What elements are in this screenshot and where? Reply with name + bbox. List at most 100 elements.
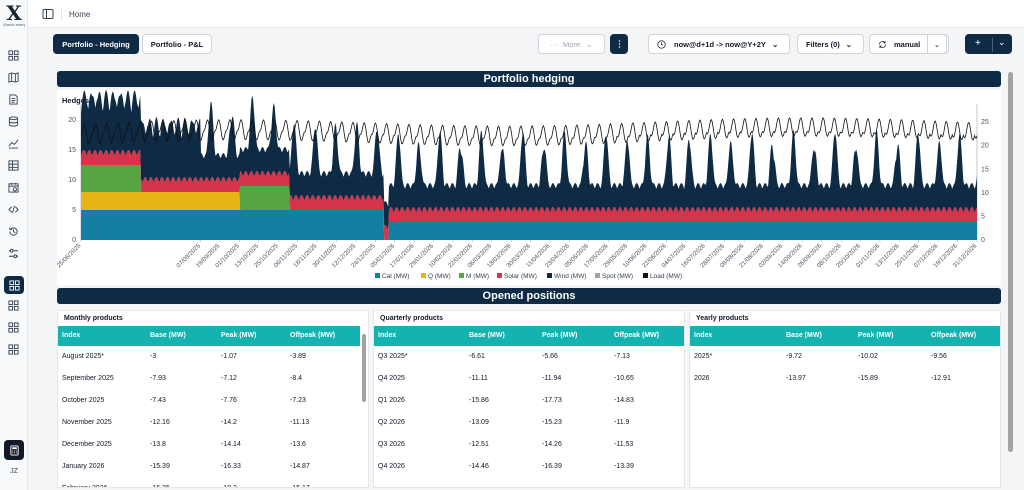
chevron-down-icon: ⌄ <box>586 39 593 49</box>
breadcrumb-home[interactable]: Home <box>69 10 91 19</box>
dashboard-grid-icon[interactable] <box>6 48 20 62</box>
cell-peak: -16.39 <box>542 463 562 470</box>
chevron-down-icon[interactable]: ⌄ <box>998 37 1006 47</box>
table-row[interactable]: Q4 2026 -14.46 -16.39 -13.39 <box>374 456 674 478</box>
filters-label: Filters (0) <box>806 39 840 49</box>
dots-icon: ··· <box>550 39 559 49</box>
y-right-tick-label: 15 <box>981 166 989 173</box>
date-range-button[interactable]: now@d+1d -> now@Y+2Y ⌄ <box>648 34 790 54</box>
legend-label: Wind (MW) <box>554 273 587 280</box>
table-row[interactable]: August 2025* -3 -1.07 -3.89 <box>58 346 358 368</box>
code-icon[interactable] <box>6 202 20 216</box>
table-row[interactable]: December 2025 -13.8 -14.14 -13.6 <box>58 434 358 456</box>
add-button-divider <box>992 38 993 52</box>
col-peak[interactable]: Peak (MW) <box>542 332 578 339</box>
sidebar-toggle-icon[interactable] <box>42 8 54 20</box>
tab-portfolio-pnl[interactable]: Portfolio - P&L <box>142 34 212 54</box>
col-peak[interactable]: Peak (MW) <box>858 332 894 339</box>
cell-base: -6.61 <box>469 353 485 360</box>
cell-index: 2025* <box>694 353 713 360</box>
kebab-menu-button[interactable] <box>610 34 628 54</box>
cell-base: -13.09 <box>469 419 489 426</box>
document-icon[interactable] <box>6 92 20 106</box>
cell-offpeak: -7.23 <box>290 397 306 404</box>
col-index[interactable]: Index <box>62 332 81 339</box>
table-row[interactable]: November 2025 -12.16 -14.2 -11.13 <box>58 412 358 434</box>
y-left-tick-label: 20 <box>68 117 76 124</box>
cell-offpeak: -3.89 <box>290 353 306 360</box>
workspace-grid-icon-2[interactable] <box>6 298 20 312</box>
line-chart-icon[interactable] <box>6 136 20 150</box>
cell-base: -13.8 <box>150 441 166 448</box>
table-row[interactable]: October 2025 -7.43 -7.76 -7.23 <box>58 390 358 412</box>
plus-label: + <box>975 38 981 49</box>
legend-swatch <box>643 273 648 278</box>
cal-area <box>81 210 977 240</box>
cell-base: -7.43 <box>150 397 166 404</box>
y-right-tick-label: 10 <box>981 190 989 197</box>
col-base[interactable]: Base (MW) <box>469 332 505 339</box>
table-row[interactable]: Q2 2026 -13.09 -15.23 -11.9 <box>374 412 674 434</box>
col-offpeak[interactable]: Offpeak (MW) <box>614 332 660 339</box>
calendar-clock-icon[interactable] <box>6 180 20 194</box>
refresh-icon <box>879 40 886 48</box>
history-icon[interactable] <box>6 224 20 238</box>
cell-base: -7.93 <box>150 375 166 382</box>
chart-title: Hedges <box>62 96 90 105</box>
cell-base: -11.11 <box>469 375 488 382</box>
legend-label: Load (MW) <box>650 273 682 280</box>
table-row[interactable]: Q4 2025 -11.11 -11.94 -10.65 <box>374 368 674 390</box>
col-base[interactable]: Base (MW) <box>150 332 186 339</box>
more-button[interactable]: ··· More ⌄ <box>538 34 605 54</box>
monthly-table-header: Index Base (MW) Peak (MW) Offpeak (MW) <box>58 326 360 346</box>
table-row[interactable]: Q1 2026 -15.86 -17.73 -14.83 <box>374 390 674 412</box>
workspace-grid-icon-3[interactable] <box>6 320 20 334</box>
portfolio-workspace-icon[interactable] <box>4 276 24 294</box>
legend-swatch <box>421 273 426 278</box>
quarterly-table-header: Index Base (MW) Peak (MW) Offpeak (MW) <box>374 326 684 346</box>
settings-sliders-icon[interactable] <box>6 246 20 260</box>
refresh-mode-dropdown[interactable]: ⌄ <box>927 34 947 54</box>
cell-peak: -14.2 <box>221 419 237 426</box>
tab-portfolio-hedging[interactable]: Portfolio - Hedging <box>53 34 139 54</box>
add-button[interactable]: + ⌄ <box>965 34 1012 54</box>
table-row[interactable]: Q3 2026 -12.51 -14.26 -11.53 <box>374 434 674 456</box>
table-row[interactable]: Q3 2025* -6.61 -5.66 -7.13 <box>374 346 674 368</box>
filters-button[interactable]: Filters (0) ⌄ <box>797 34 864 54</box>
table-row[interactable]: September 2025 -7.93 -7.12 -8.4 <box>58 368 358 390</box>
cell-index: Q2 2026 <box>378 419 405 426</box>
col-index[interactable]: Index <box>378 332 397 339</box>
table-row[interactable]: February 2026 -16.35 -18.2 -15.17 <box>58 478 358 487</box>
y-right-tick-label: 25 <box>981 119 989 126</box>
table-icon[interactable] <box>6 158 20 172</box>
cell-index: November 2025 <box>62 419 112 426</box>
workspace-grid-icon-4[interactable] <box>6 342 20 356</box>
date-range-label: now@d+1d -> now@Y+2Y <box>674 39 766 49</box>
yearly-products-title: Yearly products <box>696 315 749 322</box>
monthly-scrollbar[interactable] <box>362 334 366 402</box>
cell-base: -9.72 <box>786 353 802 360</box>
cell-offpeak: -14.83 <box>614 397 634 404</box>
app-logo[interactable]: X Xforce energy <box>3 3 25 34</box>
table-row[interactable]: 2025* -9.72 -10.02 -9.56 <box>690 346 990 368</box>
map-icon[interactable] <box>6 70 20 84</box>
chevron-down-icon: ⌄ <box>845 39 853 49</box>
cell-index: Q4 2026 <box>378 463 405 470</box>
calculator-icon[interactable] <box>4 440 24 460</box>
database-icon[interactable] <box>6 114 20 128</box>
col-index[interactable]: Index <box>694 332 713 339</box>
table-row[interactable]: 2026 -13.97 -15.89 -12.91 <box>690 368 990 390</box>
table-row[interactable]: January 2026 -15.39 -16.33 -14.87 <box>58 456 358 478</box>
cell-base: -13.97 <box>786 375 806 382</box>
cell-peak: -14.26 <box>542 441 562 448</box>
user-avatar[interactable]: JZ <box>10 468 18 475</box>
col-peak[interactable]: Peak (MW) <box>221 332 257 339</box>
col-offpeak[interactable]: Offpeak (MW) <box>290 332 336 339</box>
toolbar: Portfolio - Hedging Portfolio - P&L ··· … <box>28 28 1024 62</box>
col-base[interactable]: Base (MW) <box>786 332 822 339</box>
col-offpeak[interactable]: Offpeak (MW) <box>931 332 977 339</box>
cell-peak: -7.12 <box>221 375 237 382</box>
cell-base: -14.46 <box>469 463 489 470</box>
page-scrollbar[interactable] <box>1008 72 1013 452</box>
